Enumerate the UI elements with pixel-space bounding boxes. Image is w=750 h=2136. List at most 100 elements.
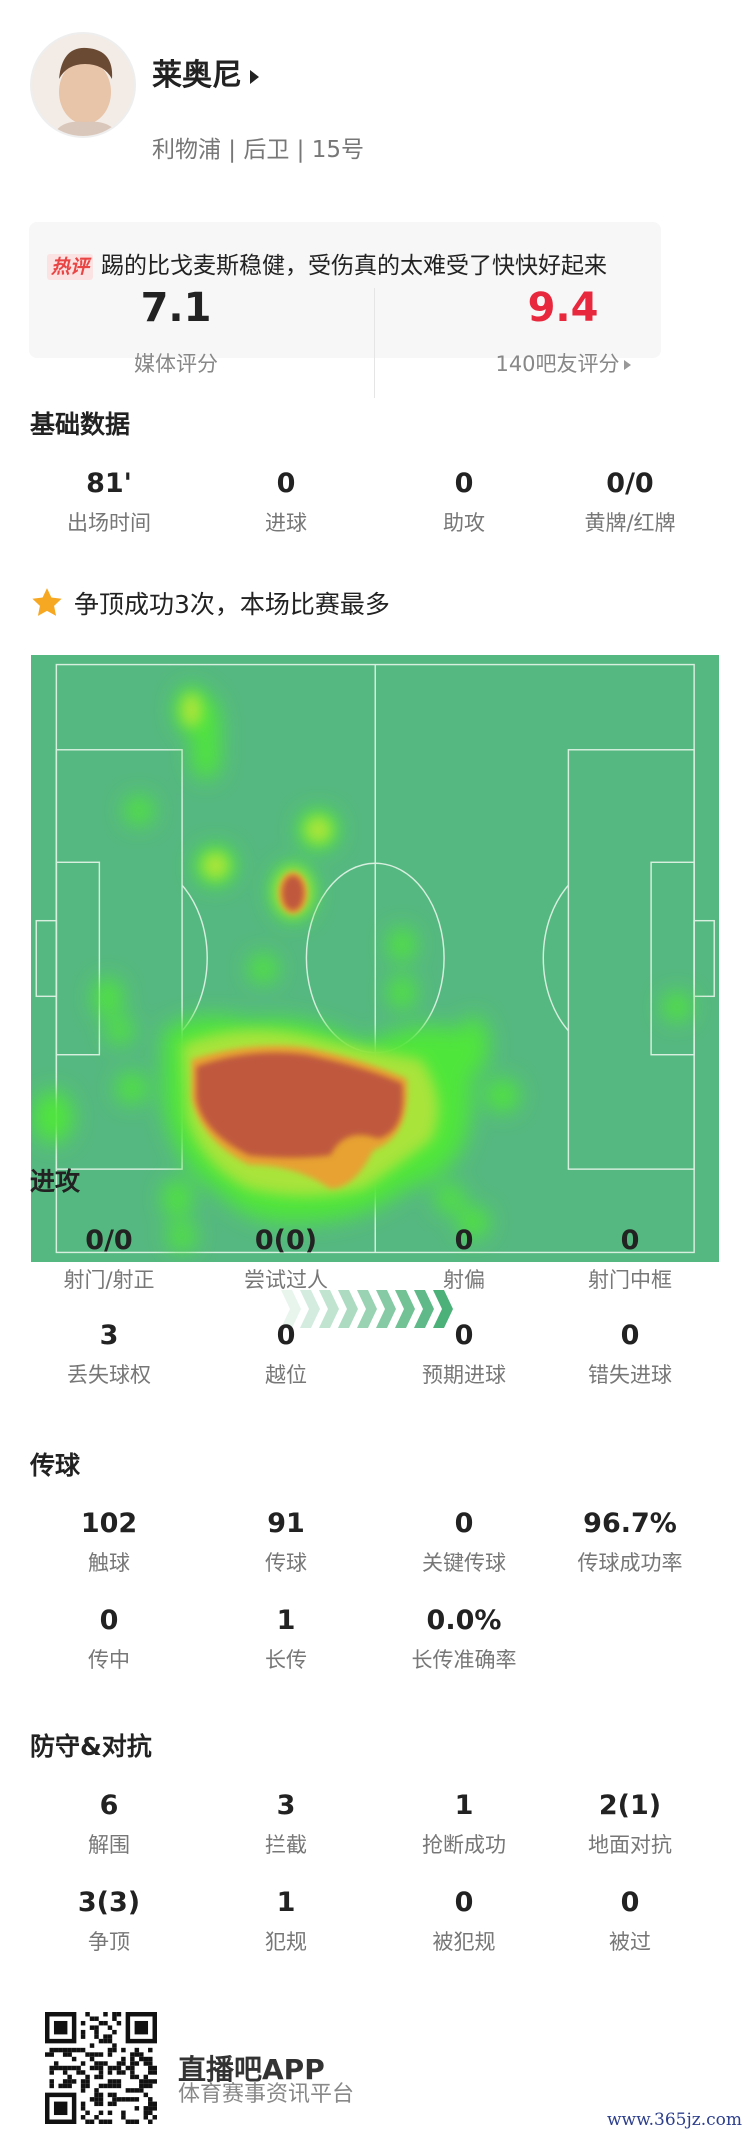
stat-defense-1: 3 拦截	[196, 1790, 376, 1859]
stat-label: 传球成功率	[577, 1551, 683, 1575]
stat-value: 0	[454, 1225, 474, 1256]
stat-value: 81'	[86, 468, 132, 499]
stat-passing-1: 91 传球	[196, 1508, 376, 1577]
stat-value: 96.7%	[583, 1508, 677, 1539]
stat-value: 0	[276, 1320, 296, 1351]
stat-value: 0/0	[85, 1225, 133, 1256]
media-rating-label: 媒体评分	[134, 352, 218, 376]
heat-blob	[93, 978, 123, 1017]
fan-rating-value: 9.4	[527, 285, 599, 331]
stat-label: 长传准确率	[411, 1648, 517, 1672]
stat-label: 长传	[265, 1648, 307, 1672]
heat-blob	[485, 1078, 520, 1113]
arrow-icon	[300, 1290, 320, 1328]
stat-label: 传球	[265, 1551, 307, 1575]
attack-direction-arrows	[281, 1290, 453, 1328]
stat-defense-7: 0 被过	[540, 1887, 720, 1956]
stat-value: 3(3)	[77, 1887, 141, 1918]
media-rating-value: 7.1	[140, 285, 212, 331]
stat-passing-3: 96.7% 传球成功率	[540, 1508, 720, 1577]
stat-value: 0	[99, 1605, 119, 1636]
stat-value: 6	[99, 1790, 119, 1821]
stat-value: 0	[620, 1320, 640, 1351]
stat-label: 解围	[88, 1833, 130, 1857]
stat-value: 0	[454, 1887, 474, 1918]
arrow-icon	[319, 1290, 339, 1328]
stat-passing-4: 0 传中	[19, 1605, 199, 1674]
heat-blob	[304, 816, 332, 844]
stat-basic-3: 0/0 黄牌/红牌	[540, 468, 720, 537]
stat-label: 射门中框	[588, 1268, 672, 1292]
arrow-icon	[414, 1290, 434, 1328]
stat-label: 黄牌/红牌	[584, 511, 676, 535]
stat-attack-1: 0(0) 尝试过人	[196, 1225, 376, 1294]
stat-label: 射门/射正	[63, 1268, 155, 1292]
stat-label: 犯规	[265, 1930, 307, 1954]
stat-value: 0	[620, 1225, 640, 1256]
fan-rating-link[interactable]: 140吧友评分	[413, 348, 713, 378]
stat-label: 射偏	[443, 1268, 485, 1292]
stat-defense-3: 2(1) 地面对抗	[540, 1790, 720, 1859]
player-avatar[interactable]	[30, 32, 136, 138]
heat-blob	[162, 1179, 192, 1218]
heat-blob	[181, 693, 203, 727]
heat-blob	[435, 1183, 465, 1213]
arrow-icon	[338, 1290, 358, 1328]
heat-blob	[196, 1052, 403, 1158]
stat-passing-2: 0 关键传球	[374, 1508, 554, 1577]
stat-value: 1	[276, 1887, 296, 1918]
stat-label: 丢失球权	[67, 1363, 151, 1387]
stat-attack-5: 0 越位	[196, 1320, 376, 1389]
stat-value: 0	[620, 1887, 640, 1918]
player-subtitle: 利物浦 | 后卫 | 15号	[152, 137, 365, 163]
stat-passing-6: 0.0% 长传准确率	[374, 1605, 554, 1674]
hot-comment-text: 踢的比戈麦斯稳健，受伤真的太难受了快快好起来	[101, 253, 608, 279]
heat-blob	[116, 1072, 148, 1104]
stat-defense-0: 6 解围	[19, 1790, 199, 1859]
stat-label: 拦截	[265, 1833, 307, 1857]
qr-code[interactable]	[45, 2012, 157, 2124]
stat-value: 1	[276, 1605, 296, 1636]
stat-basic-2: 0 助攻	[374, 468, 554, 537]
stat-value: 1	[454, 1790, 474, 1821]
stat-attack-4: 3 丢失球权	[19, 1320, 199, 1389]
stat-basic-0: 81' 出场时间	[19, 468, 199, 537]
stat-label: 预期进球	[422, 1363, 506, 1387]
arrow-icon	[395, 1290, 415, 1328]
arrow-icon	[433, 1290, 453, 1328]
heat-blob	[124, 796, 154, 825]
fan-rating-label: 140吧友评分	[495, 352, 620, 376]
stat-value: 0	[454, 468, 474, 499]
arrow-icon	[281, 1290, 301, 1328]
stat-value: 3	[276, 1790, 296, 1821]
heat-blob	[458, 1206, 490, 1238]
stat-value: 0	[454, 1508, 474, 1539]
hot-comment-badge: 热评	[47, 253, 94, 280]
stat-value: 91	[267, 1508, 305, 1539]
stat-value: 3	[99, 1320, 119, 1351]
app-slogan: 体育赛事资讯平台	[178, 2082, 355, 2107]
caret-right-icon	[623, 360, 631, 370]
stat-label: 助攻	[443, 511, 485, 535]
app-name: 直播吧APP	[178, 2053, 325, 2086]
stat-label: 抢断成功	[422, 1833, 506, 1857]
stat-attack-0: 0/0 射门/射正	[19, 1225, 199, 1294]
stat-label: 尝试过人	[244, 1268, 328, 1292]
heatmap-layer	[32, 686, 692, 1251]
stat-attack-7: 0 错失进球	[540, 1320, 720, 1389]
player-name[interactable]: 莱奥尼	[152, 50, 259, 94]
stat-label: 关键传球	[422, 1551, 506, 1575]
stat-label: 争顶	[88, 1930, 130, 1954]
stat-label: 越位	[265, 1363, 307, 1387]
heat-blob	[167, 1222, 197, 1251]
stat-value: 0/0	[606, 468, 654, 499]
heat-blob	[106, 1017, 134, 1045]
heat-blob	[249, 954, 278, 983]
stat-label: 传中	[88, 1648, 130, 1672]
caret-right-icon	[250, 69, 259, 84]
watermark: www.365jz.com	[607, 2110, 742, 2130]
heat-blob	[32, 1090, 74, 1144]
heat-blob	[202, 852, 229, 880]
stat-value: 0(0)	[254, 1225, 318, 1256]
highlight-text: 争顶成功3次，本场比赛最多	[74, 590, 390, 619]
